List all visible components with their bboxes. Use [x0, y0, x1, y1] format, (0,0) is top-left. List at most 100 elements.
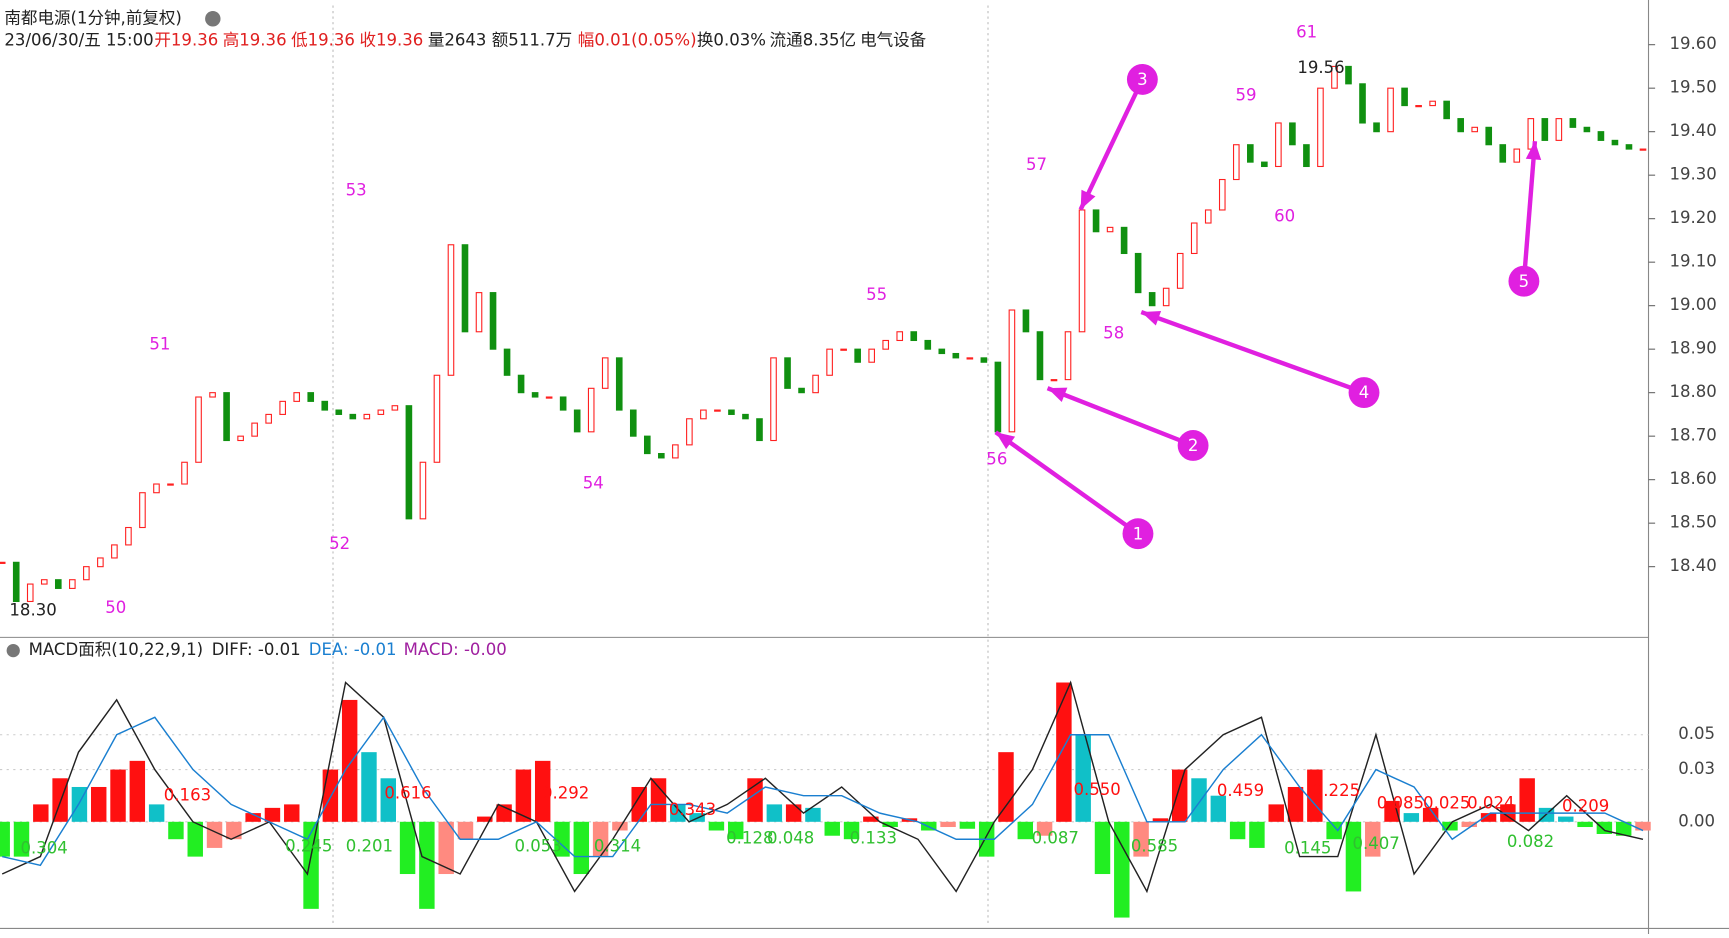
candle — [629, 409, 637, 437]
candle — [1289, 122, 1296, 146]
macd-bar — [534, 760, 551, 822]
macd-bar — [341, 699, 358, 822]
candle — [349, 413, 357, 420]
macd-bar — [322, 769, 339, 822]
candle — [1022, 309, 1030, 333]
candle — [503, 348, 511, 376]
marker-circle — [1177, 430, 1209, 461]
quote-info: 流通8.35亿 — [770, 30, 856, 49]
candle — [1190, 222, 1198, 255]
candle — [966, 357, 974, 360]
candle — [1373, 122, 1380, 133]
macd-bar — [1114, 821, 1130, 918]
marker-circle — [1348, 377, 1380, 409]
macd-bar — [766, 804, 783, 822]
annotation: 52 — [329, 534, 350, 553]
macd-bar — [1480, 813, 1497, 822]
macd-line — [2, 715, 1644, 867]
candle — [924, 339, 932, 350]
area-label: 0.025 — [1423, 793, 1470, 812]
candle — [587, 387, 595, 433]
marker-label: 3 — [1137, 70, 1148, 89]
marker-circle — [1122, 518, 1154, 550]
area-label: 0.245 — [285, 836, 332, 855]
area-label: 0.209 — [1562, 797, 1609, 816]
area-label: 0.459 — [1217, 781, 1264, 800]
macd-bar — [1615, 821, 1632, 836]
macd-bar — [1152, 818, 1169, 822]
macd-bar — [245, 813, 261, 822]
candle — [1162, 287, 1170, 307]
candle — [209, 392, 216, 398]
menu-icon[interactable] — [6, 643, 20, 658]
candle — [405, 405, 413, 520]
annotation: 54 — [583, 474, 604, 493]
marker-label: 5 — [1519, 272, 1530, 291]
candle — [475, 292, 483, 333]
macd-bar — [1210, 795, 1227, 822]
candle — [798, 387, 805, 394]
macd-bar — [1403, 813, 1420, 822]
candle — [279, 400, 286, 415]
macd-bar — [284, 804, 300, 822]
candle — [770, 357, 777, 442]
area-label: 0.292 — [542, 783, 589, 802]
macd-bar — [515, 769, 532, 822]
area-label: 0.616 — [384, 783, 431, 802]
arrow — [994, 430, 1140, 536]
quote-info: 低19.36 — [291, 30, 355, 49]
candle — [69, 579, 76, 589]
area-label: 0.048 — [767, 829, 814, 848]
macd-bar — [206, 821, 223, 848]
macd-bar — [1461, 821, 1477, 828]
marker-circle — [1508, 265, 1540, 297]
y-tick-label: 18.80 — [1669, 382, 1716, 401]
marker-label: 4 — [1359, 383, 1370, 402]
candle — [615, 357, 623, 411]
quote-info: 高19.36 — [223, 30, 287, 49]
candle — [1569, 118, 1577, 128]
candle — [1331, 65, 1338, 89]
arrow-head — [1080, 189, 1096, 210]
legend-entry: DIFF: -0.01 — [212, 640, 301, 659]
candle — [1317, 87, 1324, 168]
candle — [293, 392, 301, 402]
area-label: 0.314 — [594, 836, 641, 855]
macd-bar — [303, 821, 319, 909]
macd-bar — [592, 821, 609, 857]
macd-bar — [1191, 778, 1207, 822]
candle — [1429, 100, 1436, 107]
macd-bar — [1229, 821, 1246, 840]
macd-bar — [1133, 821, 1149, 857]
quote-info: 幅0.01(0.05%) — [578, 30, 697, 49]
candle — [826, 348, 833, 376]
candle — [83, 566, 90, 581]
candle — [1597, 131, 1605, 141]
candle — [952, 352, 960, 359]
candle — [1120, 226, 1128, 255]
quote-info: 收19.36 — [359, 30, 423, 49]
candle — [840, 348, 847, 351]
macd-bar — [1345, 821, 1362, 892]
y-tick-label: 19.60 — [1669, 34, 1716, 53]
candle — [1527, 118, 1535, 150]
annotation: 59 — [1236, 85, 1257, 104]
candle — [700, 409, 707, 420]
candle — [1064, 331, 1072, 381]
candle — [742, 413, 749, 420]
macd-bar — [33, 804, 49, 822]
menu-icon[interactable] — [205, 11, 221, 27]
y-tick-label: 0.03 — [1678, 759, 1715, 778]
macd-bar — [785, 804, 802, 822]
candle — [237, 435, 244, 442]
arrow — [1140, 309, 1365, 395]
annotation: 18.30 — [9, 600, 56, 619]
area-label: 0.085 — [1377, 793, 1424, 812]
y-tick-label: 18.40 — [1669, 556, 1716, 575]
area-label: 0.407 — [1352, 834, 1399, 853]
candle — [335, 409, 343, 415]
annotation: 57 — [1026, 155, 1047, 174]
area-label: 0.087 — [1032, 829, 1079, 848]
arrow — [1046, 386, 1194, 448]
y-tick-label: 19.00 — [1669, 295, 1716, 314]
